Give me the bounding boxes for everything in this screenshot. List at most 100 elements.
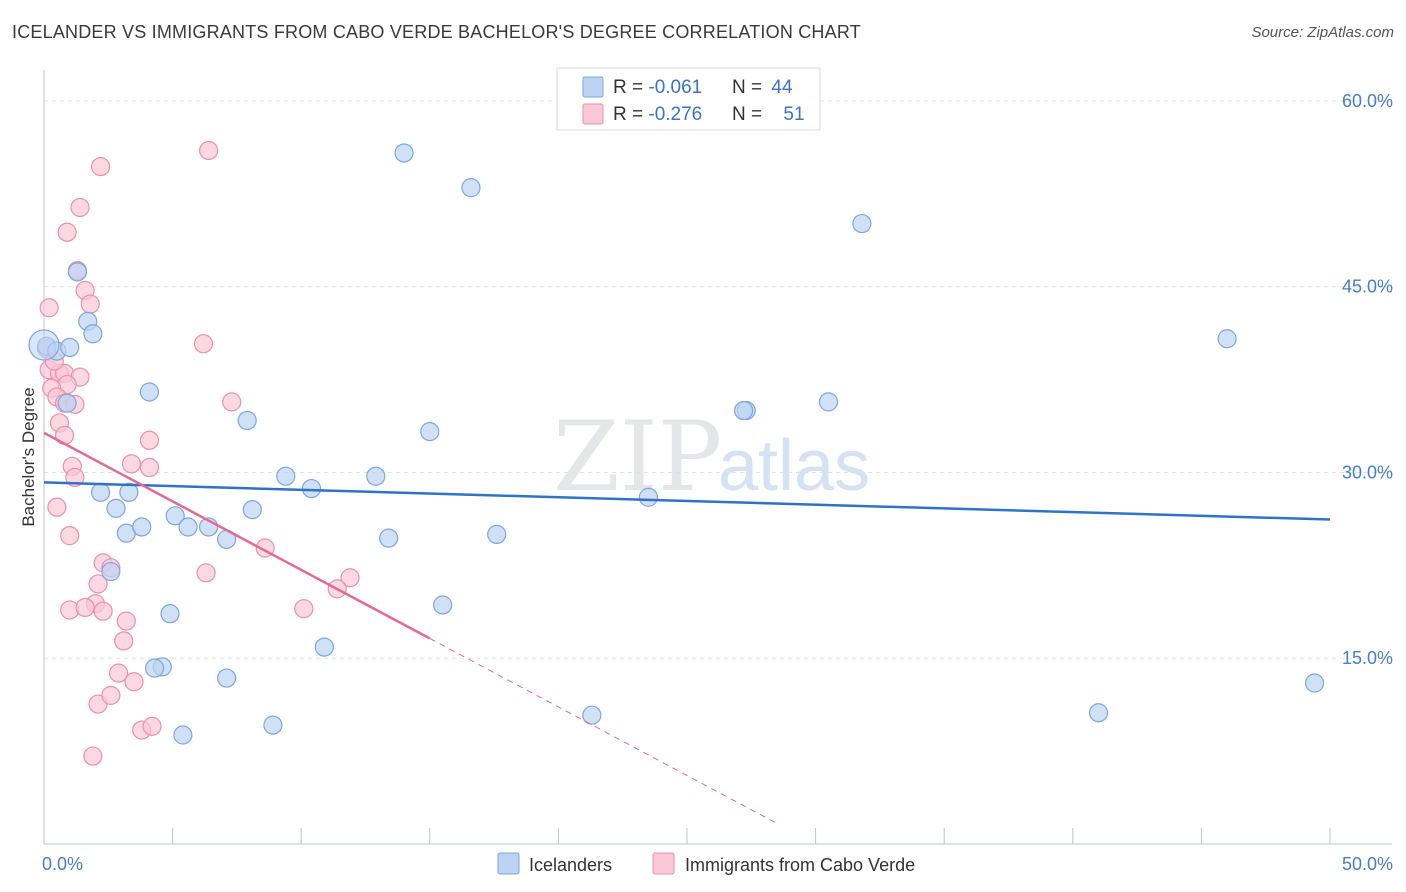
data-point xyxy=(119,482,139,502)
data-point xyxy=(314,637,334,657)
data-point xyxy=(199,140,219,161)
data-point xyxy=(116,611,136,631)
trend-line-cabo-verde-extension xyxy=(429,637,778,824)
y-tick-label: 45.0% xyxy=(1342,277,1393,297)
stats-r-label: R = xyxy=(613,104,648,125)
x-tick-label-max: 50.0% xyxy=(1342,854,1393,874)
data-point xyxy=(124,672,144,692)
y-tick-label: 30.0% xyxy=(1342,462,1393,482)
data-point xyxy=(237,410,257,431)
data-point xyxy=(366,466,386,486)
trend-lines xyxy=(43,431,1331,824)
stats-n-label: N = xyxy=(732,77,767,98)
data-point xyxy=(60,526,80,546)
data-point xyxy=(144,658,165,678)
stats-n-label: N = xyxy=(732,104,767,125)
data-point xyxy=(57,222,77,242)
legend-label-cabo-verde: Immigrants from Cabo Verde xyxy=(685,855,915,875)
gridlines xyxy=(44,100,1392,659)
watermark-zip: ZIP xyxy=(553,401,722,513)
data-point xyxy=(1304,673,1325,693)
data-point xyxy=(379,528,399,548)
stats-swatch-pink xyxy=(582,103,604,125)
data-point xyxy=(340,568,360,588)
y-tick-labels: 15.0% 30.0% 45.0% 60.0% xyxy=(1342,91,1393,668)
data-point xyxy=(294,599,314,619)
legend-item-icelanders[interactable]: Icelanders xyxy=(497,852,612,875)
legend-label-icelanders: Icelanders xyxy=(529,855,612,875)
data-point xyxy=(142,716,162,736)
y-tick-label: 60.0% xyxy=(1342,91,1393,111)
legend-swatch-pink xyxy=(652,852,675,875)
stats-box: R = -0.061 N = 44 R = -0.276 N = 51 xyxy=(556,67,821,131)
data-point xyxy=(70,197,90,218)
data-point xyxy=(242,500,262,520)
data-point xyxy=(39,298,59,318)
stats-row-pink-n: N = 51 xyxy=(732,104,805,125)
stats-row-blue-n: N = 44 xyxy=(732,77,793,98)
data-point xyxy=(433,595,453,615)
data-point xyxy=(173,725,193,745)
data-point xyxy=(263,715,283,735)
data-point xyxy=(196,563,216,583)
data-point xyxy=(106,498,126,518)
data-point xyxy=(67,262,88,282)
watermark-atlas: atlas xyxy=(718,426,870,506)
data-point xyxy=(420,422,440,442)
data-point xyxy=(276,466,296,486)
data-point xyxy=(1088,703,1109,723)
data-point xyxy=(139,430,160,450)
data-point xyxy=(217,668,237,688)
data-point xyxy=(301,478,322,499)
data-point xyxy=(93,601,113,621)
y-axis-label: Bachelor's Degree xyxy=(19,387,38,526)
chart-title: ICELANDER VS IMMIGRANTS FROM CABO VERDE … xyxy=(12,22,861,42)
data-point xyxy=(733,400,754,421)
data-point xyxy=(638,487,659,507)
stats-r-value: -0.061 xyxy=(648,77,702,98)
data-point xyxy=(101,685,121,705)
data-point xyxy=(132,517,152,537)
data-point xyxy=(88,574,108,594)
data-point xyxy=(165,506,185,526)
data-point xyxy=(90,482,111,502)
data-point xyxy=(101,561,121,582)
data-point xyxy=(178,517,198,537)
x-tick-label-min: 0.0% xyxy=(42,854,83,874)
data-point xyxy=(83,324,103,344)
stats-r-label: R = xyxy=(613,77,648,98)
data-point xyxy=(108,663,129,683)
data-point xyxy=(193,334,214,354)
data-point xyxy=(121,454,142,474)
stats-n-value: 51 xyxy=(783,104,804,125)
x-tick-marks xyxy=(43,828,1331,844)
data-point xyxy=(160,604,180,624)
legend-item-cabo-verde[interactable]: Immigrants from Cabo Verde xyxy=(652,852,915,875)
legend-swatch-blue xyxy=(497,852,520,875)
data-point xyxy=(852,213,872,234)
data-point xyxy=(394,143,414,163)
data-point xyxy=(60,337,80,358)
data-point xyxy=(90,156,111,177)
trend-line-cabo-verde xyxy=(43,431,431,640)
data-point xyxy=(487,524,507,545)
stats-r-value: -0.276 xyxy=(648,104,702,125)
watermark: ZIP atlas xyxy=(553,401,870,513)
data-point xyxy=(83,746,103,766)
data-point xyxy=(818,392,839,412)
series-icelanders-points xyxy=(28,143,1325,745)
stats-row-pink: R = -0.276 xyxy=(613,104,702,125)
stats-n-value: 44 xyxy=(771,77,793,98)
data-point xyxy=(47,497,67,517)
data-point xyxy=(139,382,160,402)
y-tick-label: 15.0% xyxy=(1342,648,1393,668)
data-point xyxy=(1217,329,1237,349)
data-point xyxy=(139,457,160,478)
chart-source: Source: ZipAtlas.com xyxy=(1251,24,1394,41)
series-cabo-verde-points xyxy=(36,140,360,766)
data-point xyxy=(582,705,602,725)
data-point xyxy=(461,178,481,198)
stats-swatch-blue xyxy=(582,76,604,98)
trend-line-icelanders xyxy=(43,481,1331,521)
